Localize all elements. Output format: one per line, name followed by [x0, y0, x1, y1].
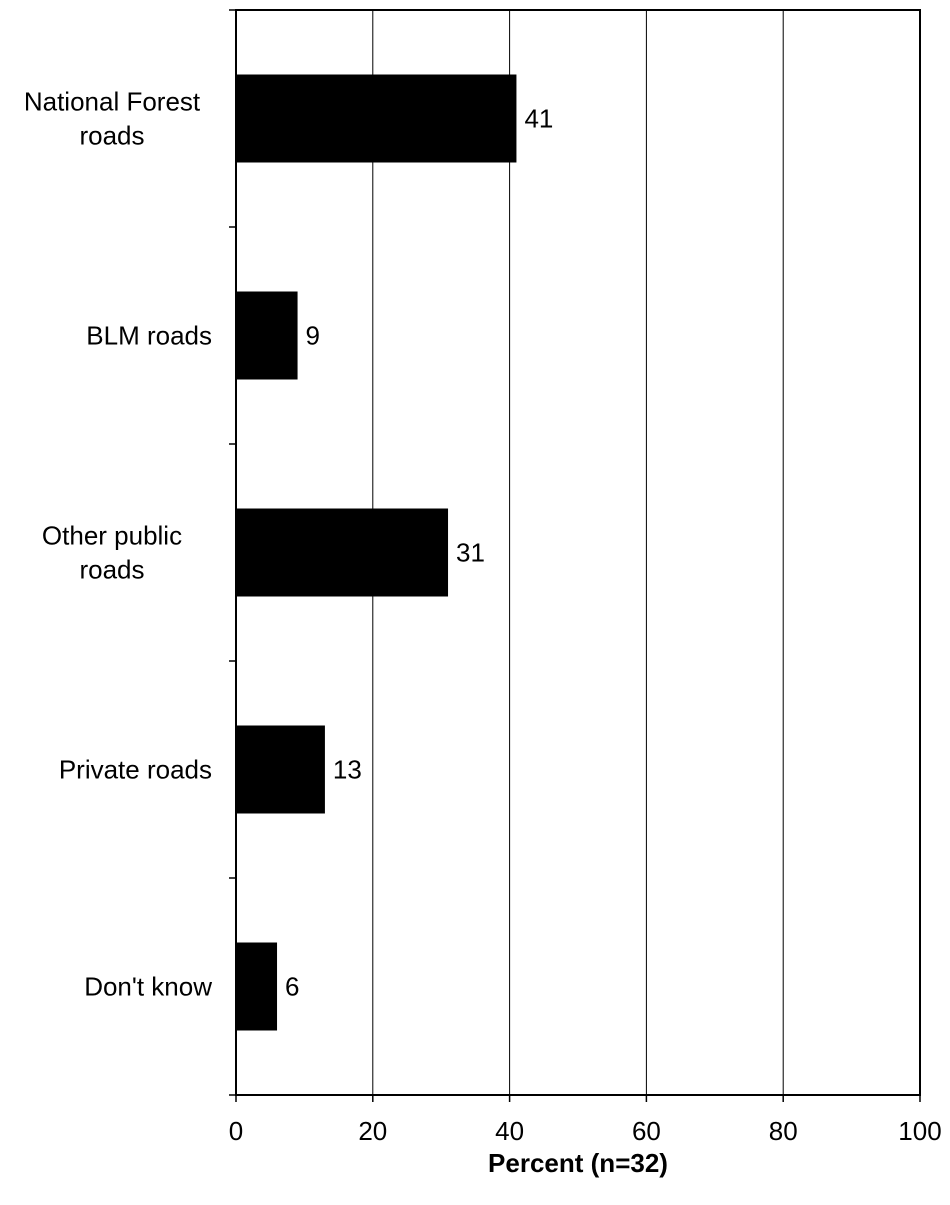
plot-frame: [235, 9, 921, 1096]
bar-0: [236, 74, 517, 163]
labels: 41 National Forest roads 9 BLM roads 31 Other …: [24, 87, 942, 1147]
bar-2: [236, 508, 449, 597]
bar-1: [236, 291, 298, 380]
x-tick-label-60: 60: [632, 1116, 661, 1146]
data-label-1: 9: [306, 321, 320, 351]
category-label-2: Other public roads: [42, 521, 182, 585]
x-tick-label-40: 40: [495, 1116, 524, 1146]
data-label-0: 41: [524, 104, 553, 134]
plot-border: [235, 9, 921, 1096]
category-label-3: Private roads: [59, 755, 212, 785]
data-label-4: 6: [285, 972, 299, 1002]
data-label-2: 31: [456, 538, 485, 568]
bar-4: [236, 942, 278, 1031]
category-label-0: National Forest roads: [24, 87, 201, 151]
bars: [236, 74, 517, 1031]
x-tick-label-80: 80: [769, 1116, 798, 1146]
x-tick-label-0: 0: [229, 1116, 243, 1146]
category-label-1: BLM roads: [86, 321, 212, 351]
category-label-4: Don't know: [84, 972, 212, 1002]
data-label-3: 13: [333, 755, 362, 785]
bar-3: [236, 725, 325, 814]
x-tick-label-100: 100: [898, 1116, 941, 1146]
x-tick-label-20: 20: [358, 1116, 387, 1146]
axis-ticks: [229, 9, 921, 1102]
x-axis-title: Percent (n=32): [488, 1148, 668, 1178]
